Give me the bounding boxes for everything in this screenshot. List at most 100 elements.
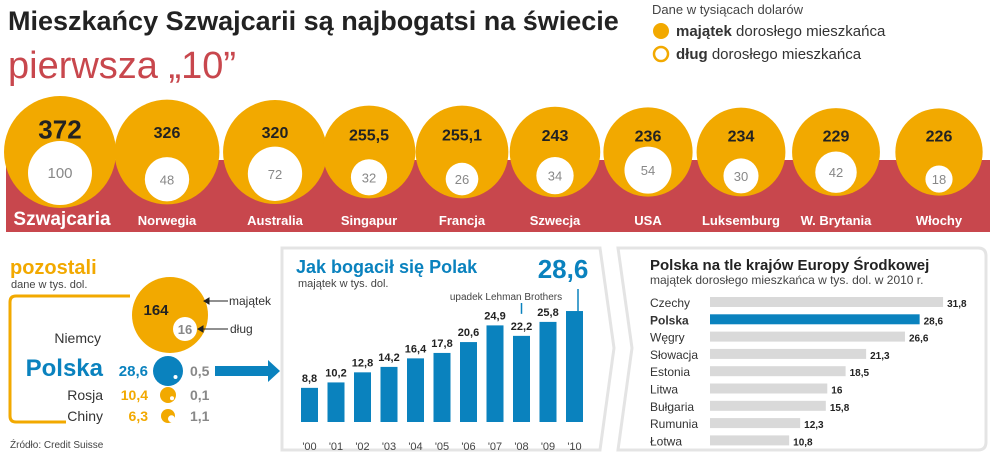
x-tick-label: '03	[382, 441, 396, 453]
data-label: 16	[831, 386, 843, 397]
debt-value: 48	[160, 172, 174, 187]
others-subtitle: dane w tys. dol.	[11, 279, 87, 291]
debt-value: 72	[268, 167, 282, 182]
debt-value: 54	[641, 163, 655, 178]
data-label: 10,8	[793, 437, 813, 448]
arrow-to-chart	[215, 360, 280, 382]
wealth-value: 10,4	[121, 387, 148, 403]
bar	[710, 400, 826, 411]
legend-header: Dane w tysiącach dolarów	[652, 2, 804, 17]
wealth-value: 326	[154, 125, 181, 142]
legend-wealth-swatch	[653, 23, 669, 39]
x-tick-label: '05	[435, 441, 449, 453]
bar	[710, 348, 867, 359]
chart-title: Polska na tle krajów Europy Środkowej	[650, 256, 929, 274]
country-label: Niemcy	[54, 330, 101, 346]
legend: Dane w tysiącach dolarów majątek dorosłe…	[652, 2, 886, 63]
bar	[486, 325, 504, 422]
x-tick-label: '06	[461, 441, 475, 453]
bar	[566, 311, 583, 422]
data-label: 31,8	[947, 299, 967, 310]
country-label: Bułgaria	[650, 400, 694, 414]
data-label: 14,2	[378, 352, 399, 364]
debt-value: 42	[829, 165, 843, 180]
bar	[513, 335, 530, 422]
data-label: 28,6	[924, 316, 944, 327]
top10-bubbles: 372 100 Szwajcaria 326 48 Norwegia 320 72 Austra…	[4, 96, 983, 230]
data-label: 25,8	[537, 307, 558, 319]
bar	[460, 342, 477, 422]
data-label: 17,8	[431, 338, 452, 350]
others-title: pozostali	[10, 257, 97, 279]
x-tick-label: '02	[355, 441, 369, 453]
country-label: Włochy	[916, 213, 963, 228]
debt-value: 0,1	[190, 387, 210, 403]
source: Źródło: Credit Suisse	[10, 438, 104, 451]
wealth-value: 6,3	[129, 408, 149, 424]
bar	[327, 382, 345, 422]
legend-debt-swatch	[652, 45, 670, 63]
country-label: Singapur	[341, 213, 397, 228]
annotation: upadek Lehman Brothers	[450, 292, 562, 303]
debt-value: 1,1	[190, 408, 210, 424]
debt-bubble	[624, 146, 672, 194]
bar	[354, 372, 371, 422]
country-label: Polska	[26, 355, 104, 382]
debt-bubble	[173, 317, 197, 341]
data-label: 15,8	[830, 403, 850, 414]
wealth-bubble	[696, 107, 786, 197]
data-label: 12,3	[804, 420, 824, 431]
legend-wealth-label: majątek dorosłego mieszkańca	[676, 23, 886, 40]
annotation-debt: dług	[230, 322, 253, 336]
wealth-value: 229	[823, 129, 850, 146]
bar	[407, 358, 424, 422]
x-tick-label: '08	[514, 441, 528, 453]
debt-bubble	[925, 165, 953, 193]
debt-bubble	[815, 151, 857, 193]
country-label: Polska	[650, 313, 689, 327]
wealth-bubble	[415, 105, 509, 199]
bar	[710, 366, 846, 377]
wealth-bubble	[509, 106, 601, 198]
x-tick-label: '09	[541, 441, 555, 453]
debt-bubble	[723, 158, 759, 194]
bar	[710, 314, 920, 325]
wealth-value: 320	[262, 125, 289, 142]
wealth-value: 255,1	[442, 128, 482, 145]
data-label: 16,4	[405, 343, 427, 355]
x-tick-label: '10	[567, 441, 581, 453]
x-tick-label: '04	[408, 441, 422, 453]
wealth-bubble	[895, 108, 983, 196]
wealth-value: 164	[143, 302, 169, 319]
bar	[301, 387, 318, 422]
country-label: Francja	[439, 213, 486, 228]
country-label: Luksemburg	[702, 213, 780, 228]
data-label: 10,2	[325, 367, 346, 379]
annotation-arrow	[203, 297, 228, 305]
debt-value: 34	[548, 169, 562, 184]
debt-value: 100	[47, 165, 72, 182]
country-label: USA	[634, 213, 662, 228]
debt-value: 30	[734, 169, 748, 184]
central-europe-bar-chart: Polska na tle krajów Europy Środkowejmaj…	[650, 256, 967, 448]
debt-value: 16	[178, 322, 192, 337]
data-label: 20,6	[458, 327, 479, 339]
chart-title: Jak bogacił się Polak	[296, 257, 478, 277]
country-label: Litwa	[650, 383, 678, 397]
annotation-arrow	[197, 325, 228, 333]
bar	[710, 435, 790, 446]
debt-bubble	[170, 396, 174, 401]
debt-bubble	[247, 146, 303, 201]
country-label: W. Brytania	[801, 213, 873, 228]
chart-subtitle: majątek dorosłego mieszkańca w tys. dol.…	[650, 273, 923, 287]
country-label: Słowacja	[650, 348, 698, 362]
country-label: Rosja	[67, 387, 103, 403]
debt-value: 18	[932, 172, 946, 187]
bar	[710, 297, 944, 307]
wealth-value: 236	[635, 128, 662, 145]
wealth-value: 372	[38, 114, 81, 144]
data-label: 26,6	[909, 334, 929, 345]
wealth-value: 226	[926, 129, 953, 146]
